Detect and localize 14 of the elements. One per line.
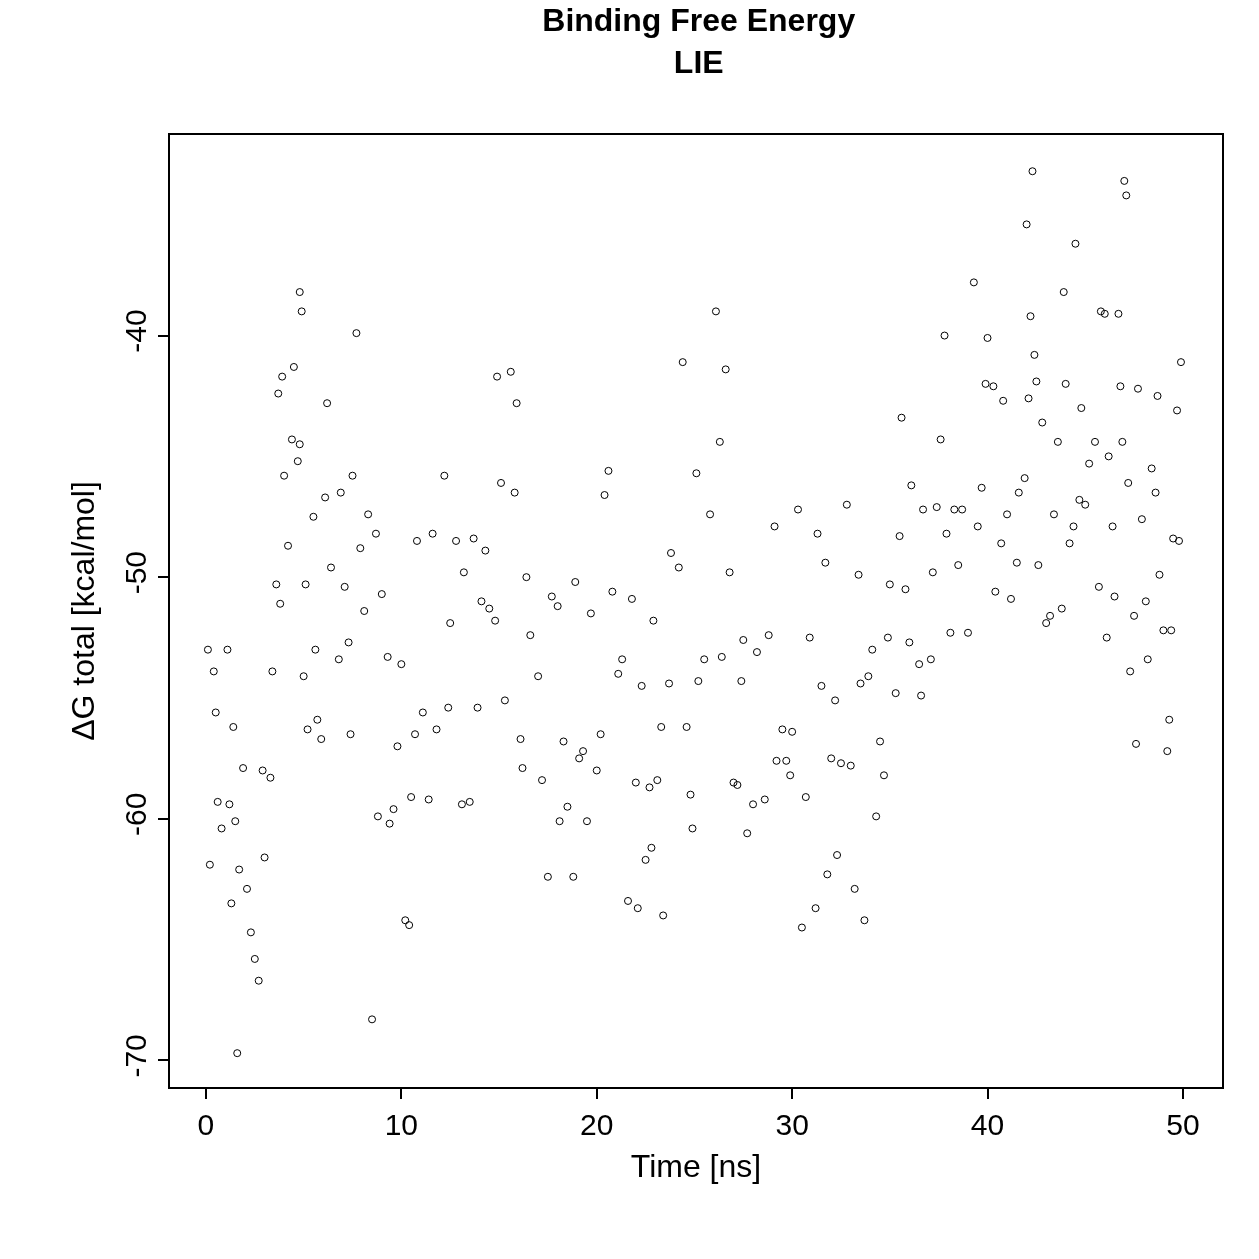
y-tick-label: -70 <box>119 1034 152 1078</box>
y-tick-label: -40 <box>119 309 152 353</box>
x-tick-label: 0 <box>197 1108 215 1141</box>
x-tick-label: 10 <box>384 1108 419 1141</box>
x-axis-title: Time [ns] <box>630 1148 762 1185</box>
x-tick-label: 40 <box>970 1108 1005 1141</box>
x-tick-label: 20 <box>580 1108 614 1141</box>
chart-subtitle: LIE <box>673 44 724 81</box>
y-axis-title: ΔG total [kcal/mol] <box>64 481 101 741</box>
x-tick-label: 50 <box>1166 1108 1200 1141</box>
x-tick-label: 30 <box>775 1108 809 1141</box>
chart-title: Binding Free Energy <box>542 2 856 39</box>
y-tick-label: -50 <box>119 550 152 595</box>
y-tick-label: -60 <box>119 792 152 836</box>
